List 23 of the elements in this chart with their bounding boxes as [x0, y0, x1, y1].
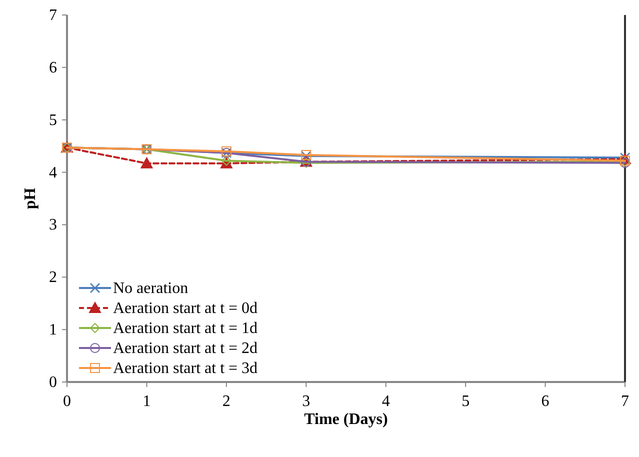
y-tick-label: 0	[49, 374, 57, 391]
x-tick-label: 4	[382, 393, 390, 410]
x-tick-label: 7	[621, 393, 629, 410]
x-tick-label: 5	[462, 393, 470, 410]
legend-label: No aeration	[113, 280, 188, 297]
x-tick-label: 0	[63, 393, 71, 410]
legend-label: Aeration start at t = 0d	[113, 300, 258, 317]
y-tick-label: 2	[49, 269, 57, 286]
legend-label: Aeration start at t = 3d	[113, 360, 258, 377]
y-tick-label: 7	[49, 7, 57, 24]
y-axis-title: pH	[22, 187, 39, 210]
y-tick-label: 1	[49, 322, 57, 339]
legend-label: Aeration start at t = 2d	[113, 340, 258, 357]
y-tick-label: 3	[49, 216, 57, 234]
x-tick-label: 2	[222, 393, 230, 410]
x-tick-label: 1	[142, 393, 151, 410]
x-tick-label: 3	[302, 393, 310, 410]
y-tick-label: 5	[49, 112, 57, 129]
y-tick-label: 4	[49, 164, 57, 182]
x-axis-title: Time (Days)	[304, 411, 388, 428]
legend-label: Aeration start at t = 1d	[113, 320, 258, 337]
x-tick-label: 6	[541, 393, 550, 410]
y-tick-label: 6	[49, 59, 57, 76]
